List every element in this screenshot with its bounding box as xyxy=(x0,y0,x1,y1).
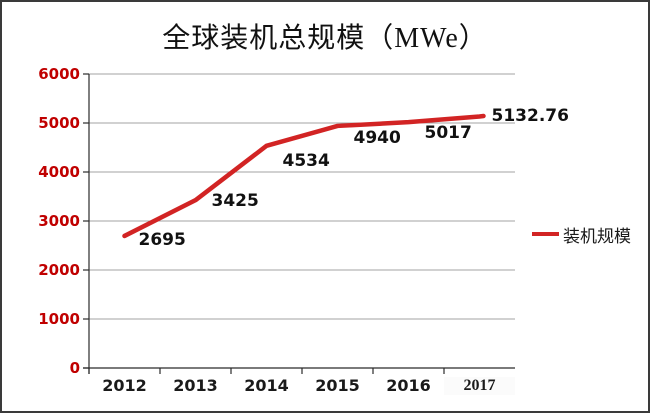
data-point-label: 5017 xyxy=(424,123,472,144)
y-axis-tick-label: 6000 xyxy=(38,65,80,83)
data-point-label: 2695 xyxy=(138,229,186,250)
y-axis-tick-label: 3000 xyxy=(38,212,80,230)
y-axis-tick-label: 5000 xyxy=(38,114,80,132)
y-axis-tick-label: 0 xyxy=(69,359,80,377)
x-axis-tick-label: 2012 xyxy=(102,376,147,395)
x-axis-tick-label: 2013 xyxy=(173,376,218,395)
x-axis-tick-label: 2015 xyxy=(315,376,360,395)
legend: 装机规模 xyxy=(532,224,631,246)
data-point-label: 4940 xyxy=(353,127,401,148)
x-axis-tick-label: 2016 xyxy=(386,376,431,395)
y-axis-tick-label: 4000 xyxy=(38,163,80,181)
data-point-label: 5132.76 xyxy=(491,106,569,127)
x-axis-tick-label: 2014 xyxy=(244,376,289,395)
y-axis-tick-label: 2000 xyxy=(38,261,80,279)
y-axis-tick-label: 1000 xyxy=(38,310,80,328)
legend-line-swatch xyxy=(532,232,559,236)
x-axis-tick-label: 2017 xyxy=(444,377,515,395)
chart-title: 全球装机总规模（MWe） xyxy=(162,23,488,54)
legend-label: 装机规模 xyxy=(563,226,631,246)
series-line xyxy=(122,113,486,239)
data-point-label: 3425 xyxy=(211,191,259,212)
data-point-label: 4534 xyxy=(282,150,330,171)
